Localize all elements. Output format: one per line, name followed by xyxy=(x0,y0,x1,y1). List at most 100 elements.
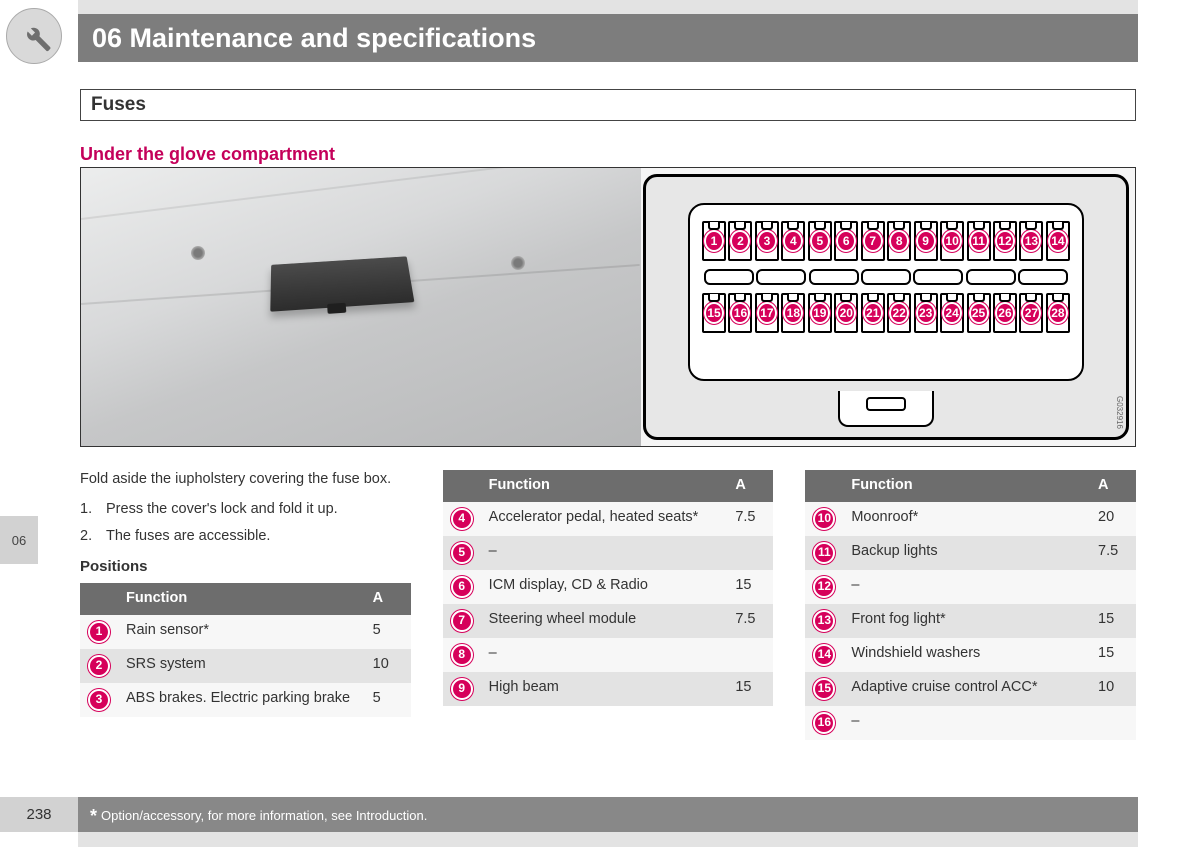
fuse-badge-3: 3 xyxy=(757,230,777,252)
row-function: Steering wheel module xyxy=(481,604,728,638)
fuse-slot-6: 6 xyxy=(834,221,858,261)
row-amp: 7.5 xyxy=(727,502,773,536)
fuse-slot-17: 17 xyxy=(755,293,779,333)
row-function: – xyxy=(843,706,1090,740)
fuse-slot-27: 27 xyxy=(1019,293,1043,333)
row-badge: 4 xyxy=(451,508,473,530)
fuse-badge-6: 6 xyxy=(836,230,856,252)
row-badge-cell: 13 xyxy=(805,604,843,638)
table-row: 9High beam15 xyxy=(443,672,774,706)
fuse-slot-13: 13 xyxy=(1019,221,1043,261)
positions-heading: Positions xyxy=(80,557,411,577)
fuse-badge-4: 4 xyxy=(783,230,803,252)
row-function: Adaptive cruise control ACC* xyxy=(843,672,1090,706)
row-badge-cell: 10 xyxy=(805,502,843,536)
fuse-slot-7: 7 xyxy=(861,221,885,261)
fuse-badge-12: 12 xyxy=(995,230,1015,252)
th-amp: A xyxy=(727,470,773,502)
fuse-slot-12: 12 xyxy=(993,221,1017,261)
fuse-badge-9: 9 xyxy=(916,230,936,252)
footnote: *Option/accessory, for more information,… xyxy=(78,804,427,825)
fuse-cover-shape xyxy=(270,256,414,311)
row-badge-cell: 16 xyxy=(805,706,843,740)
fuse-slot-15: 15 xyxy=(702,293,726,333)
row-badge: 15 xyxy=(813,678,835,700)
subsection-heading: Under the glove compartment xyxy=(80,144,335,165)
row-amp xyxy=(727,536,773,570)
fuse-badge-18: 18 xyxy=(783,302,803,324)
fuse-slot-10: 10 xyxy=(940,221,964,261)
fuse-slot-5: 5 xyxy=(808,221,832,261)
row-function: – xyxy=(843,570,1090,604)
row-function: SRS system xyxy=(118,649,365,683)
fuse-row-bottom: 1516171819202122232425262728 xyxy=(702,293,1070,333)
row-function: ABS brakes. Electric parking brake xyxy=(118,683,365,717)
fuse-mid-slots xyxy=(704,269,1068,285)
fuse-badge-11: 11 xyxy=(969,230,989,252)
fuse-slot-18: 18 xyxy=(781,293,805,333)
row-badge-cell: 12 xyxy=(805,570,843,604)
fuse-badge-28: 28 xyxy=(1048,302,1068,324)
step-text: Press the cover's lock and fold it up. xyxy=(106,500,338,520)
row-badge: 7 xyxy=(451,610,473,632)
top-edge-strip xyxy=(78,0,1138,14)
fuse-slot-4: 4 xyxy=(781,221,805,261)
th-function: Function xyxy=(843,470,1090,502)
row-badge: 8 xyxy=(451,644,473,666)
fuse-slot-11: 11 xyxy=(967,221,991,261)
table-row: 2SRS system10 xyxy=(80,649,411,683)
intro-text: Fold aside the iupholstery covering the … xyxy=(80,470,411,490)
row-amp: 10 xyxy=(365,649,411,683)
th-amp: A xyxy=(1090,470,1136,502)
row-function: Front fog light* xyxy=(843,604,1090,638)
side-chapter-tab: 06 xyxy=(0,516,38,564)
fuse-slot-21: 21 xyxy=(861,293,885,333)
row-amp: 7.5 xyxy=(727,604,773,638)
table-row: 3ABS brakes. Electric parking brake5 xyxy=(80,683,411,717)
table-row: 15 Adaptive cruise control ACC*10 xyxy=(805,672,1136,706)
fuse-slot-9: 9 xyxy=(914,221,938,261)
row-function: Moonroof* xyxy=(843,502,1090,536)
fuse-badge-16: 16 xyxy=(730,302,750,324)
row-amp xyxy=(1090,706,1136,740)
th-amp: A xyxy=(365,583,411,615)
row-function: Rain sensor* xyxy=(118,615,365,649)
row-badge-cell: 11 xyxy=(805,536,843,570)
row-badge-cell: 2 xyxy=(80,649,118,683)
fuse-badge-7: 7 xyxy=(863,230,883,252)
table-row: 14Windshield washers15 xyxy=(805,638,1136,672)
fuse-badge-21: 21 xyxy=(863,302,883,324)
row-amp: 15 xyxy=(1090,604,1136,638)
row-function: High beam xyxy=(481,672,728,706)
fuse-slot-8: 8 xyxy=(887,221,911,261)
fuse-badge-22: 22 xyxy=(889,302,909,324)
row-badge-cell: 4 xyxy=(443,502,481,536)
chapter-title: 06 Maintenance and specifications xyxy=(92,23,536,54)
row-badge-cell: 7 xyxy=(443,604,481,638)
fuse-slot-19: 19 xyxy=(808,293,832,333)
row-amp: 15 xyxy=(727,570,773,604)
fuse-badge-17: 17 xyxy=(757,302,777,324)
row-amp: 15 xyxy=(727,672,773,706)
side-tab-label: 06 xyxy=(12,533,26,548)
wrench-icon xyxy=(6,8,62,64)
row-badge: 11 xyxy=(813,542,835,564)
fuse-panel-outline: 1234567891011121314 15161718192021222324… xyxy=(643,174,1129,440)
fuse-badge-27: 27 xyxy=(1021,302,1041,324)
row-amp: 15 xyxy=(1090,638,1136,672)
row-badge-cell: 1 xyxy=(80,615,118,649)
row-amp: 10 xyxy=(1090,672,1136,706)
table-row: 11Backup lights7.5 xyxy=(805,536,1136,570)
chapter-header: 06 Maintenance and specifications xyxy=(78,14,1138,62)
table-row: 10Moonroof*20 xyxy=(805,502,1136,536)
column-3: FunctionA 10Moonroof*2011Backup lights7.… xyxy=(805,470,1136,740)
fuse-badge-19: 19 xyxy=(810,302,830,324)
fuse-slot-20: 20 xyxy=(834,293,858,333)
fuse-panel: 1234567891011121314 15161718192021222324… xyxy=(688,203,1084,381)
fuse-slot-22: 22 xyxy=(887,293,911,333)
row-amp: 7.5 xyxy=(1090,536,1136,570)
row-function: – xyxy=(481,536,728,570)
fuse-badge-23: 23 xyxy=(916,302,936,324)
fuse-table-3: FunctionA 10Moonroof*2011Backup lights7.… xyxy=(805,470,1136,740)
bottom-edge-strip xyxy=(78,832,1138,847)
